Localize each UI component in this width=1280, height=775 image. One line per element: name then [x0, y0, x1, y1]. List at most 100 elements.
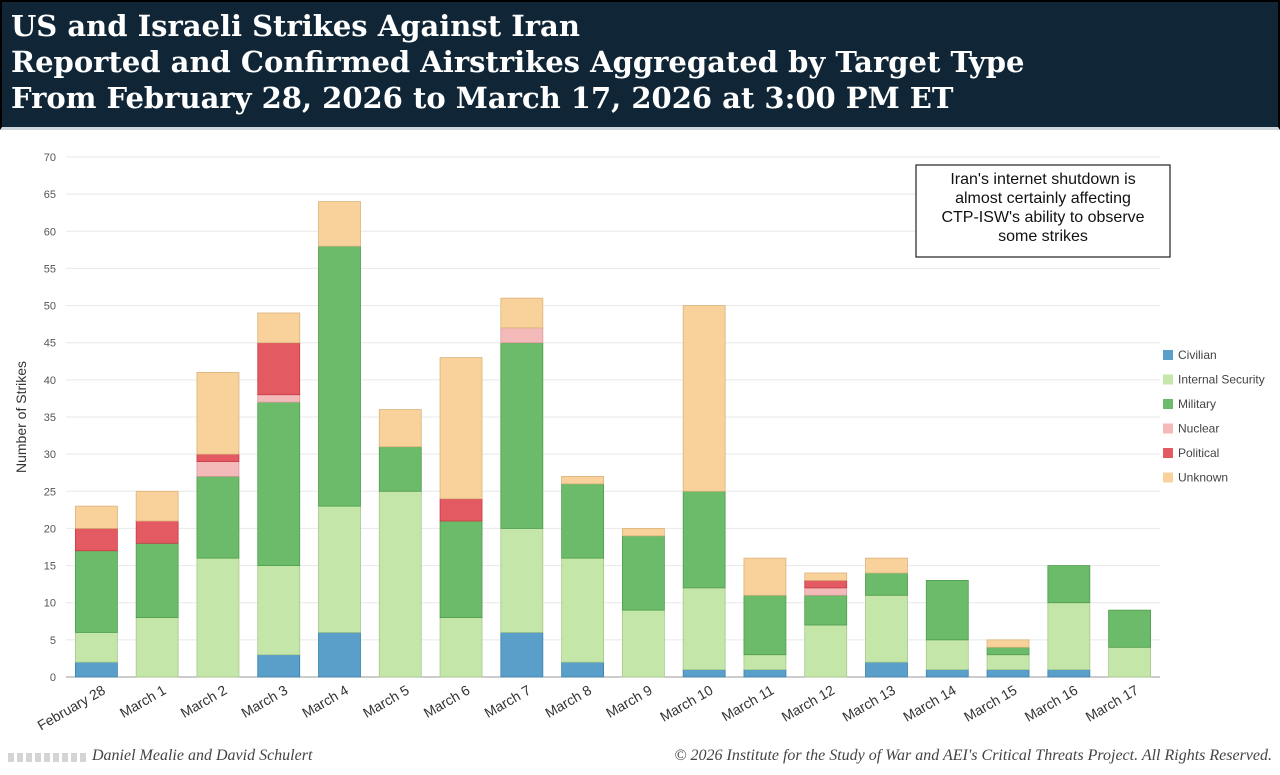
legend-swatch — [1163, 472, 1173, 483]
x-tick-label: March 2 — [178, 682, 230, 721]
bar-segment-internal-security — [318, 505, 361, 633]
bar-segment-internal-security — [621, 609, 665, 678]
bar-segment-nuclear — [804, 587, 848, 596]
legend-label: Political — [1178, 446, 1219, 460]
title-line-2: Reported and Confirmed Airstrikes Aggreg… — [11, 45, 1025, 79]
x-tick-label: March 6 — [421, 682, 473, 721]
bar-segment-civilian — [925, 669, 969, 678]
bar-segment-internal-security — [1047, 602, 1091, 670]
x-tick-label: March 1 — [117, 682, 169, 721]
y-tick-label: 30 — [44, 449, 56, 461]
legend-label: Military — [1178, 397, 1216, 411]
bar-segment-military — [1047, 565, 1091, 604]
x-tick-label: March 7 — [482, 682, 534, 721]
bar-segment-civilian — [1047, 669, 1091, 678]
annotation-box — [915, 164, 1171, 258]
bar-segment-unknown — [318, 201, 361, 247]
x-tick-label: March 12 — [779, 682, 838, 725]
y-axis-label: Number of Strikes — [13, 361, 29, 473]
bar-segment-unknown — [986, 639, 1030, 648]
y-tick-label: 25 — [44, 486, 56, 498]
bar-segment-military — [925, 580, 969, 641]
bar-segment-military — [135, 542, 179, 618]
bar-segment-civilian — [743, 669, 787, 678]
legend-swatch — [1163, 399, 1173, 409]
bar-segment-military — [439, 520, 483, 618]
y-tick-label: 20 — [44, 523, 56, 535]
bar-segment-unknown — [439, 357, 483, 500]
y-tick-label: 10 — [44, 598, 56, 610]
x-tick-label: March 14 — [900, 682, 959, 725]
bar-segment-internal-security — [865, 594, 908, 663]
bar-segment-unknown — [74, 505, 118, 529]
x-tick-label: March 11 — [719, 682, 777, 725]
bar-segment-political — [439, 498, 483, 522]
bar-segment-unknown — [257, 312, 301, 344]
bar-segment-internal-security — [196, 557, 240, 678]
bar-segment-internal-security — [986, 654, 1030, 670]
bar-segment-military — [986, 646, 1030, 656]
bar-segment-military — [74, 550, 118, 633]
x-tick-label: March 10 — [657, 682, 716, 725]
stacked-bar-chart: 0 5 10 15 20 25 30 35 40 45 50 55 60 65 70 Number of St… — [13, 152, 1265, 734]
bar-segment-military — [743, 594, 787, 656]
bar-segment-military — [318, 245, 361, 507]
bar-segment-civilian — [500, 632, 544, 678]
legend-swatch — [1163, 350, 1173, 360]
annotation-line: CTP-ISW's ability to observe — [941, 209, 1144, 226]
bar-segment-military — [682, 490, 726, 589]
y-tick-label: 35 — [44, 412, 56, 424]
bar-segment-internal-security — [378, 490, 422, 678]
bar-segment-military — [257, 401, 301, 566]
x-tick-label: March 8 — [542, 682, 594, 721]
bar-segment-military — [621, 535, 665, 611]
bar-segment-unknown — [561, 476, 605, 485]
bar-segment-internal-security — [743, 654, 787, 670]
y-tick-label: 45 — [44, 338, 56, 350]
bar-segment-civilian — [318, 632, 361, 678]
y-tick-label: 55 — [44, 263, 56, 275]
bar-segment-civilian — [561, 661, 605, 678]
bar-segment-political — [135, 520, 179, 544]
y-tick-label: 40 — [44, 375, 56, 387]
logo-watermark — [8, 753, 86, 762]
bar-segment-internal-security — [561, 557, 605, 663]
footer-credit: Daniel Mealie and David Schulert — [92, 747, 313, 764]
bar-segment-military — [1108, 609, 1152, 648]
legend-swatch — [1163, 448, 1173, 458]
bar-segment-unknown — [135, 490, 179, 522]
bar-segment-internal-security — [682, 587, 726, 670]
y-tick-label: 15 — [44, 561, 56, 573]
legend-swatch — [1163, 374, 1173, 385]
bar-segment-political — [257, 342, 301, 396]
x-tick-label: March 9 — [603, 682, 655, 721]
bar-segment-unknown — [682, 305, 726, 492]
y-tick-label: 0 — [50, 672, 56, 684]
bar-segment-political — [74, 528, 118, 552]
x-tick-label: February 28 — [35, 682, 109, 734]
bar-segment-unknown — [378, 409, 422, 448]
bar-segment-internal-security — [257, 565, 301, 656]
bar-segment-unknown — [196, 372, 240, 455]
bar-segment-internal-security — [925, 639, 969, 670]
bar-segment-nuclear — [500, 327, 544, 344]
bar-segment-internal-security — [74, 632, 118, 663]
footer: Daniel Mealie and David Schulert © 2026 … — [0, 740, 1280, 775]
annotation-line: almost certainly affecting — [955, 190, 1131, 207]
x-tick-label: March 17 — [1083, 682, 1142, 725]
legend-label: Civilian — [1178, 348, 1217, 362]
x-tick-label: March 4 — [299, 682, 351, 721]
x-tick-label: March 15 — [961, 682, 1020, 725]
header-banner: US and Israeli Strikes Against Iran Repo… — [0, 0, 1280, 130]
bar-segment-political — [804, 580, 848, 589]
bar-segment-unknown — [500, 297, 544, 329]
annotation-line: Iran's internet shutdown is — [950, 171, 1135, 188]
bar-segment-civilian — [74, 661, 118, 678]
legend-label: Internal Security — [1178, 373, 1265, 387]
bar-segment-military — [196, 476, 240, 559]
x-tick-label: March 3 — [238, 682, 290, 721]
bar-segment-internal-security — [1108, 646, 1152, 678]
annotation-line: some strikes — [998, 228, 1088, 245]
y-tick-label: 65 — [44, 189, 56, 201]
bar-segment-civilian — [682, 669, 726, 678]
